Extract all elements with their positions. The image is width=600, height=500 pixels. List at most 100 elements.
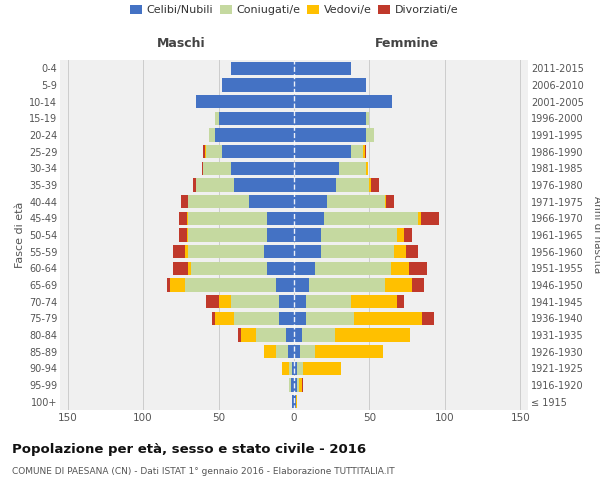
Bar [181,195,294,208]
Bar [294,312,306,325]
Bar [294,212,418,225]
Bar [209,128,294,141]
Bar [294,312,355,325]
Bar [294,62,352,75]
Bar [238,328,294,342]
Bar [203,162,294,175]
Bar [291,378,294,392]
Bar [294,145,367,158]
Bar [294,278,412,291]
Bar [215,112,294,125]
Bar [294,78,367,92]
Bar [292,395,294,408]
Bar [294,212,324,225]
Bar [233,178,294,192]
Bar [294,112,370,125]
Bar [179,212,294,225]
Bar [188,212,294,225]
Legend: Celibi/Nubili, Coniugati/e, Vedovi/e, Divorziati/e: Celibi/Nubili, Coniugati/e, Vedovi/e, Di… [125,0,463,20]
Bar [196,95,294,108]
Bar [294,262,315,275]
Bar [294,78,367,92]
Bar [292,395,294,408]
Bar [294,95,392,108]
Bar [264,345,294,358]
Bar [249,195,294,208]
Bar [294,62,352,75]
Bar [294,362,341,375]
Bar [292,395,294,408]
Bar [294,145,364,158]
Bar [294,295,352,308]
Bar [294,395,296,408]
Bar [191,262,294,275]
Bar [294,228,397,241]
Bar [188,195,294,208]
Bar [294,162,339,175]
Text: Maschi: Maschi [157,36,205,50]
Bar [294,178,371,192]
Bar [206,145,294,158]
Bar [294,195,386,208]
Bar [221,145,294,158]
Bar [188,228,294,241]
Bar [294,212,439,225]
Bar [276,278,294,291]
Text: Anni di nascita: Anni di nascita [592,196,600,274]
Bar [279,312,294,325]
Bar [294,395,297,408]
Bar [289,378,294,392]
Bar [187,228,294,241]
Bar [289,362,294,375]
Bar [179,228,294,241]
Bar [294,162,368,175]
Bar [294,328,335,342]
Bar [294,212,421,225]
Bar [292,362,294,375]
Bar [294,228,321,241]
Bar [294,128,374,141]
Bar [294,345,383,358]
Bar [267,262,294,275]
Bar [267,212,294,225]
Bar [294,295,404,308]
Bar [276,345,294,358]
Bar [294,278,309,291]
Bar [196,95,294,108]
Bar [294,178,336,192]
Bar [264,345,294,358]
Bar [294,228,404,241]
Bar [294,395,296,408]
Bar [167,278,294,291]
Bar [294,195,327,208]
Bar [282,362,294,375]
Bar [188,245,294,258]
Bar [215,128,294,141]
Bar [206,295,294,308]
Text: Popolazione per età, sesso e stato civile - 2016: Popolazione per età, sesso e stato civil… [12,442,366,456]
Bar [205,145,294,158]
Bar [209,128,294,141]
Bar [294,328,302,342]
Bar [294,362,297,375]
Bar [230,62,294,75]
Bar [294,312,434,325]
Bar [294,245,418,258]
Bar [294,95,392,108]
Bar [294,278,385,291]
Bar [294,78,367,92]
Bar [279,295,294,308]
Bar [294,78,367,92]
Bar [294,378,297,392]
Bar [289,378,294,392]
Bar [294,245,321,258]
Bar [294,195,385,208]
Bar [294,345,315,358]
Bar [233,312,294,325]
Bar [196,178,294,192]
Bar [230,62,294,75]
Bar [215,312,294,325]
Bar [212,312,294,325]
Bar [256,328,294,342]
Bar [230,62,294,75]
